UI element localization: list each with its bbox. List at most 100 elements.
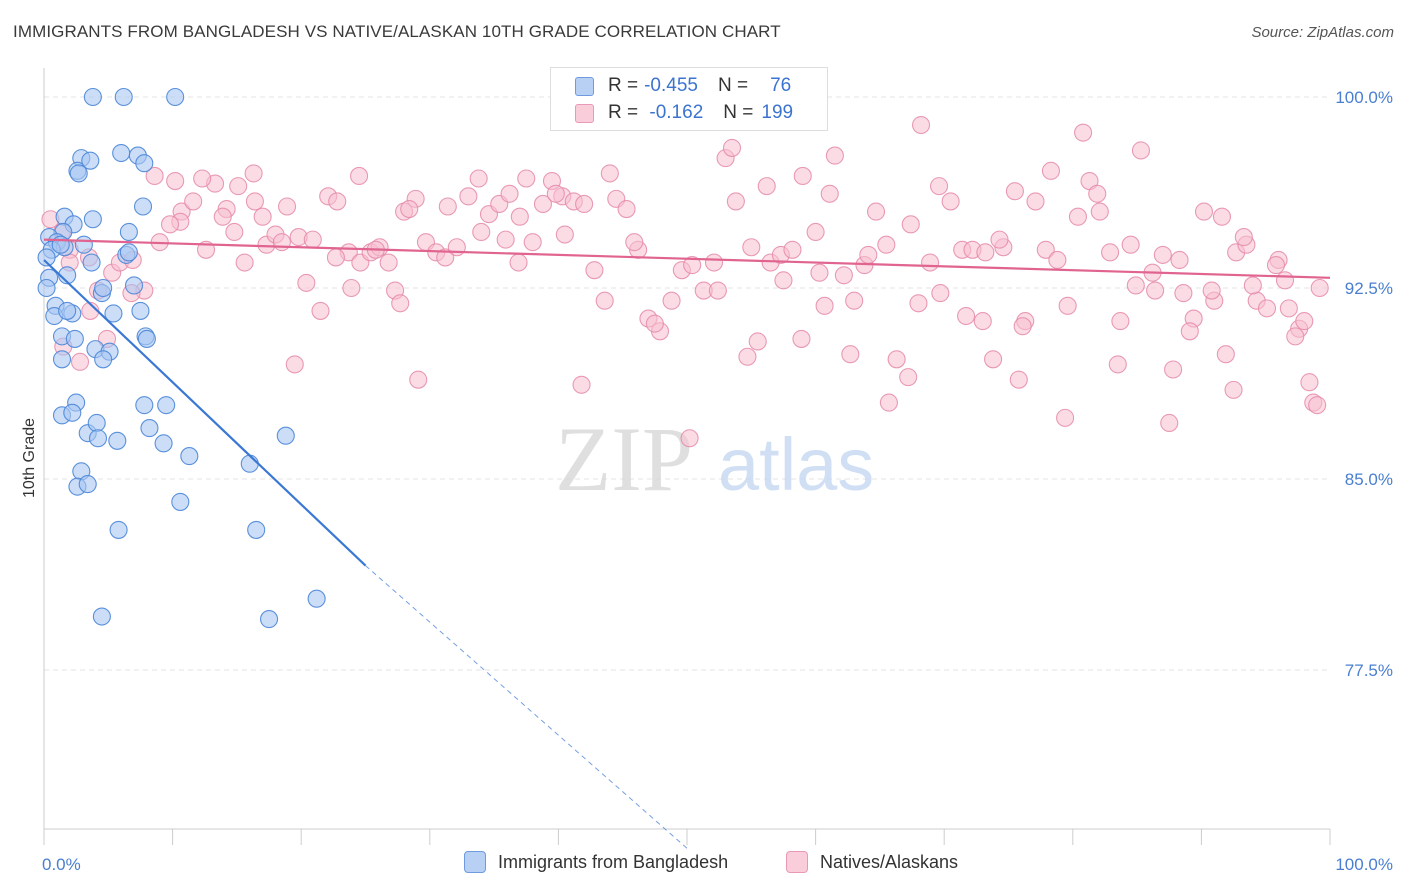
- x-tick-label: 0.0%: [42, 855, 81, 874]
- bangladesh-point: [82, 253, 101, 272]
- natives-point: [845, 291, 864, 310]
- natives-point: [1216, 345, 1235, 364]
- bangladesh-point: [140, 419, 159, 438]
- natives-point: [500, 184, 519, 203]
- natives-point: [645, 314, 664, 333]
- bangladesh-point: [83, 87, 102, 107]
- natives-point: [1308, 396, 1327, 415]
- natives-point: [145, 166, 164, 185]
- natives-point: [815, 296, 834, 315]
- bangladesh-point: [108, 431, 127, 450]
- natives-trend-line: [43, 238, 1331, 279]
- natives-point: [600, 164, 619, 183]
- natives-point: [1212, 207, 1232, 226]
- natives-point: [1170, 250, 1189, 270]
- natives-point: [742, 238, 761, 257]
- natives-point: [184, 192, 203, 211]
- natives-point: [595, 291, 614, 310]
- natives-point: [278, 197, 297, 216]
- natives-point: [533, 194, 553, 214]
- natives-point: [70, 352, 90, 371]
- natives-point: [1266, 256, 1286, 275]
- natives-point: [930, 177, 949, 196]
- bangladesh-point: [104, 304, 123, 323]
- bangladesh-point: [157, 396, 176, 415]
- natives-point: [1224, 380, 1243, 399]
- natives-points: [41, 115, 1329, 448]
- legend-n-value: 199: [761, 102, 794, 123]
- natives-point: [841, 345, 860, 364]
- natives-point: [517, 169, 536, 188]
- natives-point: [1036, 240, 1055, 259]
- natives-point: [1088, 184, 1107, 203]
- natives-point: [244, 164, 263, 183]
- watermark-zip: ZIP: [555, 408, 693, 510]
- bangladesh-point: [81, 151, 100, 170]
- natives-point: [166, 171, 185, 191]
- natives-point: [625, 233, 644, 252]
- natives-point: [229, 177, 248, 196]
- correlation-legend: R = -0.455 N = 76 R = -0.162 N = 199: [550, 67, 828, 131]
- natives-point: [1126, 276, 1145, 295]
- legend-label-bangladesh: Immigrants from Bangladesh: [498, 851, 729, 872]
- bangladesh-point: [171, 492, 190, 511]
- natives-point: [1275, 271, 1295, 290]
- natives-point: [311, 301, 330, 320]
- natives-point: [792, 329, 811, 348]
- natives-point: [1286, 327, 1305, 346]
- natives-point: [1174, 284, 1193, 303]
- natives-point: [1131, 141, 1151, 160]
- legend-swatch-blue: [464, 851, 486, 873]
- natives-point: [726, 192, 745, 211]
- bangladesh-point: [88, 429, 108, 448]
- bangladesh-point: [307, 589, 326, 608]
- chart-source: Source: ZipAtlas.com: [1251, 24, 1394, 41]
- natives-point: [1234, 228, 1253, 247]
- natives-point: [990, 230, 1009, 249]
- watermark-atlas: atlas: [718, 423, 874, 506]
- natives-point: [1257, 299, 1277, 318]
- natives-point: [328, 192, 347, 211]
- natives-point: [708, 281, 727, 300]
- natives-point: [510, 207, 529, 226]
- bangladesh-point: [94, 278, 113, 298]
- bangladesh-point: [131, 301, 150, 320]
- natives-point: [866, 202, 886, 221]
- natives-point: [447, 238, 466, 257]
- natives-point: [436, 248, 455, 267]
- natives-point: [1048, 250, 1067, 270]
- natives-point: [572, 375, 591, 394]
- natives-point: [546, 184, 565, 203]
- natives-point: [834, 266, 853, 285]
- natives-point: [400, 200, 419, 219]
- natives-point: [272, 233, 291, 252]
- natives-point: [1101, 243, 1120, 262]
- bangladesh-point: [94, 350, 113, 369]
- legend-n-label: N =: [723, 102, 754, 123]
- natives-point: [225, 222, 244, 242]
- bangladesh-point: [240, 454, 259, 473]
- natives-point: [160, 215, 180, 234]
- natives-point: [825, 146, 844, 165]
- natives-point: [617, 200, 636, 219]
- bangladesh-trend-extension: [365, 565, 688, 849]
- natives-point: [1108, 355, 1127, 374]
- natives-point: [941, 192, 960, 211]
- natives-point: [757, 177, 776, 196]
- natives-point: [1194, 202, 1214, 221]
- bangladesh-point: [135, 154, 154, 173]
- natives-point: [459, 187, 478, 206]
- natives-point: [1013, 317, 1032, 336]
- natives-point: [793, 166, 812, 185]
- natives-point: [438, 197, 457, 216]
- y-tick-label: 92.5%: [1345, 279, 1393, 298]
- natives-point: [1056, 408, 1075, 427]
- natives-point: [253, 207, 272, 226]
- natives-point: [509, 253, 528, 272]
- natives-point: [909, 294, 928, 313]
- natives-point: [820, 184, 839, 203]
- natives-point: [1164, 360, 1183, 379]
- natives-point: [245, 192, 264, 211]
- bangladesh-point: [114, 87, 133, 107]
- natives-point: [496, 230, 515, 249]
